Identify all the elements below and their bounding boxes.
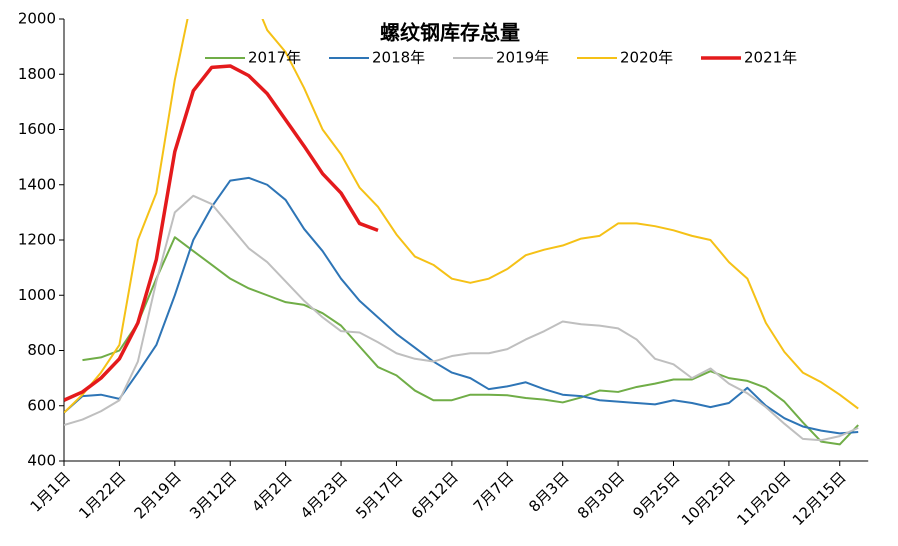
- x-tick-label: 10月25日: [678, 468, 739, 529]
- x-tick-label: 4月2日: [248, 468, 295, 515]
- y-tick-label: 600: [27, 396, 56, 414]
- legend-label: 2019年: [496, 49, 549, 67]
- x-tick-label: 7月7日: [470, 468, 517, 515]
- series-line: [82, 236, 859, 446]
- series-line: [64, 176, 859, 435]
- x-tick-label: 6月12日: [408, 468, 462, 522]
- legend-label: 2020年: [620, 49, 673, 67]
- x-tick-label: 8月3日: [525, 468, 572, 515]
- plot-area: [64, 19, 859, 446]
- y-tick-label: 800: [27, 341, 56, 359]
- x-tick-label: 3月12日: [186, 468, 240, 522]
- y-tick-label: 1600: [18, 120, 56, 138]
- x-tick-label: 1月22日: [75, 468, 129, 522]
- series-line: [64, 19, 859, 414]
- x-tick-label: 4月23日: [297, 468, 351, 522]
- y-tick-label: 1200: [18, 231, 56, 249]
- legend-label: 2018年: [372, 49, 425, 67]
- y-tick-label: 1400: [18, 175, 56, 193]
- x-tick-label: 11月20日: [733, 468, 794, 529]
- x-tick-label: 9月25日: [629, 468, 683, 522]
- y-tick-label: 400: [27, 452, 56, 470]
- y-tick-label: 1000: [18, 286, 56, 304]
- legend-label: 2017年: [248, 49, 301, 67]
- series-line: [64, 194, 859, 442]
- series-line: [64, 64, 379, 402]
- x-tick-label: 2月19日: [131, 468, 185, 522]
- y-tick-label: 2000: [18, 10, 56, 28]
- y-tick-label: 1800: [18, 65, 56, 83]
- x-tick-label: 8月30日: [574, 468, 628, 522]
- x-tick-label: 1月1日: [27, 468, 74, 515]
- x-tick-label: 12月15日: [789, 468, 850, 529]
- chart-title: 螺纹钢库存总量: [380, 21, 520, 45]
- x-tick-label: 5月17日: [352, 468, 406, 522]
- legend-label: 2021年: [744, 49, 797, 67]
